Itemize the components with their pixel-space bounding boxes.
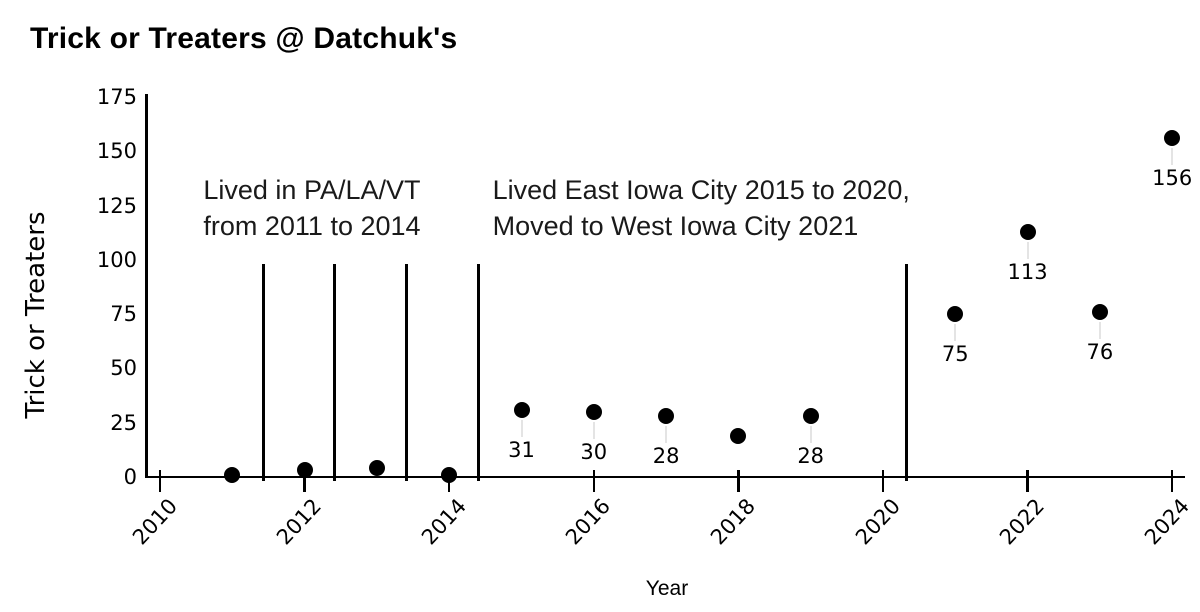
x-tick-label: 2010 [127, 494, 182, 550]
annotation-pa-la-vt: Lived in PA/LA/VT from 2011 to 2014 [203, 174, 421, 241]
y-tick-label: 75 [110, 302, 137, 327]
x-tick-label: 2024 [1139, 494, 1194, 550]
point-value-label: 113 [1007, 259, 1048, 284]
annotation-iowa-city: Lived East Iowa City 2015 to 2020, Moved… [492, 174, 910, 241]
point-value-label: 75 [941, 342, 969, 367]
x-tick-mark [592, 470, 596, 492]
x-tick-mark [158, 470, 162, 492]
era-divider-line [332, 264, 336, 481]
y-tick-label: 0 [123, 465, 137, 489]
x-tick-mark [737, 470, 740, 492]
y-tick-label: 25 [110, 410, 137, 435]
y-axis-line [145, 94, 148, 478]
point-value-label: 30 [580, 439, 608, 464]
x-axis-line [145, 475, 1185, 478]
y-tick-label: 50 [110, 356, 137, 381]
x-tick-mark [1170, 470, 1174, 492]
data-point [1019, 223, 1036, 240]
point-leader-line [809, 426, 812, 444]
point-leader-line [1098, 321, 1101, 339]
era-divider-line [476, 264, 480, 481]
data-point [585, 403, 602, 420]
point-value-label: 156 [1152, 166, 1193, 191]
point-value-label: 28 [652, 444, 680, 469]
x-tick-label: 2014 [416, 494, 471, 550]
data-point [1091, 303, 1108, 320]
data-point [802, 408, 819, 425]
data-point [441, 466, 458, 483]
x-axis-label: Year [645, 577, 689, 600]
point-leader-line [665, 426, 668, 444]
era-divider-line [405, 264, 409, 481]
x-tick-mark [303, 470, 306, 492]
x-tick-label: 2022 [995, 494, 1050, 550]
x-tick-label: 2012 [272, 494, 327, 550]
point-leader-line [1171, 148, 1174, 166]
y-tick-label: 125 [96, 193, 137, 218]
x-tick-mark [881, 470, 885, 492]
data-point [296, 462, 313, 479]
data-point [947, 306, 964, 323]
data-point [368, 460, 385, 477]
x-tick-label: 2018 [705, 494, 760, 550]
y-tick-label: 150 [96, 139, 137, 164]
point-leader-line [954, 324, 957, 342]
data-point [224, 466, 241, 483]
point-leader-line [592, 421, 595, 439]
chart-title: Trick or Treaters @ Datchuk's [30, 22, 458, 55]
era-divider-line [261, 264, 265, 481]
point-value-label: 31 [508, 437, 535, 462]
point-value-label: 76 [1086, 339, 1114, 364]
point-value-label: 28 [797, 444, 825, 469]
point-leader-line [520, 419, 523, 437]
data-point [513, 401, 530, 418]
era-divider-line [905, 264, 909, 481]
x-tick-label: 2016 [561, 494, 616, 550]
data-point [730, 427, 747, 444]
data-point [1164, 130, 1181, 147]
point-leader-line [1026, 241, 1029, 259]
x-tick-label: 2020 [850, 494, 905, 550]
y-axis-label: Trick or Treaters [21, 211, 51, 419]
y-tick-label: 175 [96, 85, 137, 109]
x-tick-mark [1026, 470, 1029, 492]
y-tick-label: 100 [96, 247, 137, 272]
data-point [658, 408, 675, 425]
